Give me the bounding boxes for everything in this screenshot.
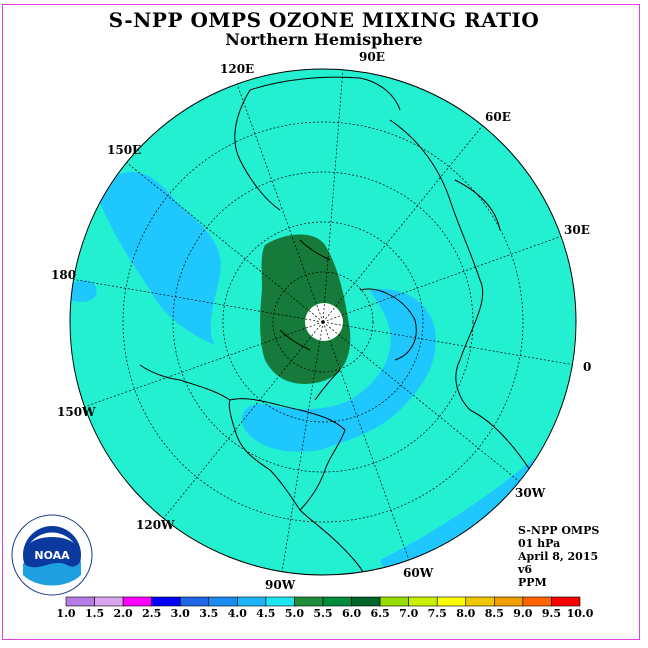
noaa-logo: NOAA xyxy=(11,514,93,596)
low-band-pacific xyxy=(95,171,221,345)
colorbar-label: 4.5 xyxy=(256,607,276,620)
info-instrument: S-NPP OMPS xyxy=(518,524,600,537)
colorbar-label: 8.0 xyxy=(456,607,476,620)
colorbar-label: 5.5 xyxy=(313,607,333,620)
colorbar-label: 8.5 xyxy=(484,607,504,620)
lon-label-90w: 90W xyxy=(265,578,296,592)
coastlines xyxy=(139,76,531,575)
colorbar-swatch xyxy=(265,596,295,607)
logo-text: NOAA xyxy=(34,549,70,562)
colorbar-label: 9.0 xyxy=(513,607,533,620)
lon-label-30e: 30E xyxy=(564,223,590,237)
colorbar-label: 9.5 xyxy=(541,607,562,620)
colorbar-label: 7.5 xyxy=(427,607,447,620)
colorbar-swatch xyxy=(436,596,467,607)
colorbar-label: 7.0 xyxy=(399,607,419,620)
lon-label-150e: 150E xyxy=(107,143,142,157)
colorbar-swatch xyxy=(494,596,524,607)
graticule xyxy=(70,69,576,573)
colorbar-swatch xyxy=(408,596,438,607)
colorbar-swatch xyxy=(322,596,352,607)
high-core xyxy=(260,234,351,384)
info-units: PPM xyxy=(518,576,547,589)
ozone-field xyxy=(70,69,576,575)
colorbar-label: 2.0 xyxy=(113,607,133,620)
colorbar-swatch xyxy=(522,596,552,607)
colorbar-label: 10.0 xyxy=(566,607,594,620)
colorbar-label: 1.5 xyxy=(84,607,105,620)
info-version: v6 xyxy=(518,563,533,576)
colorbar-swatch xyxy=(179,596,210,607)
colorbar-swatch xyxy=(94,596,124,607)
info-block: S-NPP OMPS 01 hPa April 8, 2015 v6 PPM xyxy=(518,524,599,589)
colorbar-swatch xyxy=(465,596,495,607)
lon-label-60w: 60W xyxy=(403,566,434,580)
map-title: S-NPP OMPS OZONE MIXING RATIO xyxy=(108,8,540,32)
lon-label-30w: 30W xyxy=(515,486,546,500)
colorbar-label: 5.0 xyxy=(284,607,305,620)
lon-label-90e: 90E xyxy=(359,50,385,64)
colorbar-swatch xyxy=(379,596,409,607)
lon-label-0: 0 xyxy=(583,360,592,374)
lon-label-120e: 120E xyxy=(220,62,255,76)
colorbar-swatch xyxy=(294,596,324,607)
colorbar-label: 1.0 xyxy=(56,607,76,620)
lon-label-150w: 150W xyxy=(57,405,96,419)
colorbar-label: 2.5 xyxy=(142,607,162,620)
colorbar-swatch xyxy=(151,596,181,607)
low-band-atlantic xyxy=(241,289,436,452)
colorbar-label: 3.5 xyxy=(199,607,219,620)
map-boundary xyxy=(69,68,577,576)
colorbar-label: 6.5 xyxy=(370,607,390,620)
colorbar-swatch xyxy=(551,596,581,607)
colorbar-swatch xyxy=(208,596,238,607)
colorbar-swatch xyxy=(351,596,381,607)
info-level: 01 hPa xyxy=(518,537,561,550)
low-band-west xyxy=(70,280,97,302)
lon-label-180: 180 xyxy=(51,268,77,282)
lon-label-60e: 60E xyxy=(485,110,511,124)
figure-frame xyxy=(2,4,640,640)
colorbar-swatch xyxy=(65,596,95,607)
lon-label-120w: 120W xyxy=(136,518,175,532)
map-subtitle: Northern Hemisphere xyxy=(225,30,423,49)
colorbar-label: 6.0 xyxy=(341,607,362,620)
colorbar-swatch xyxy=(237,596,267,607)
colorbar-swatch xyxy=(122,596,152,607)
info-date: April 8, 2015 xyxy=(518,550,599,563)
colorbar xyxy=(65,596,581,607)
colorbar-label: 3.0 xyxy=(170,607,190,620)
colorbar-label: 4.0 xyxy=(227,607,247,620)
